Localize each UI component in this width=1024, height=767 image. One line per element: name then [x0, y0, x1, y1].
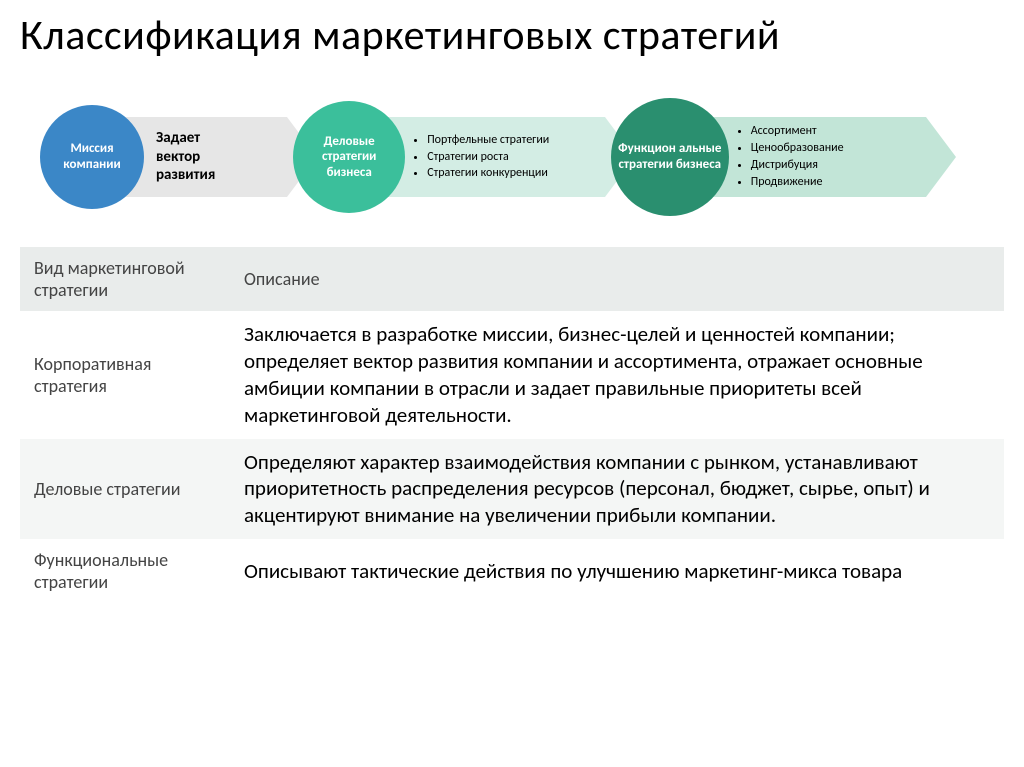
flow-circle-2: Функцион альные стратегии бизнеса: [611, 98, 729, 216]
strategy-desc: Определяют характер взаимодействия компа…: [230, 439, 1004, 540]
flow-diagram: ЗадаетвекторразвитияМиссия компании Портф…: [20, 79, 1004, 239]
flow-bullet: Ассортимент: [751, 123, 844, 140]
flow-bullet: Портфельные стратегии: [427, 132, 549, 149]
page-title: Классификация маркетинговых стратегий: [20, 10, 1004, 61]
strategy-desc: Заключается в разработке миссии, бизнес-…: [230, 311, 1004, 439]
flow-arrow-content-1: Портфельные стратегииСтратегии ростаСтра…: [409, 117, 625, 197]
table-row: Корпоративная стратегияЗаключается в раз…: [20, 311, 1004, 439]
flow-bullet: Стратегии роста: [427, 149, 549, 166]
strategy-table: Вид маркетинговой стратегии Описание Кор…: [20, 247, 1004, 603]
flow-circle-0: Миссия компании: [40, 105, 144, 209]
table-row: Деловые стратегииОпределяют характер вза…: [20, 439, 1004, 540]
flow-arrow-content-0: Задаетвекторразвития: [148, 117, 307, 197]
flow-arrow-content-2: АссортиментЦенообразованиеДистрибуцияПро…: [733, 117, 946, 197]
flow-bullet: Продвижение: [751, 174, 844, 191]
flow-bullet: Стратегии конкуренции: [427, 165, 549, 182]
table-row: Функциональные стратегииОписывают тактич…: [20, 539, 1004, 603]
flow-bullet: Дистрибуция: [751, 157, 844, 174]
flow-circle-1: Деловые стратегии бизнеса: [293, 101, 405, 213]
table-header-type: Вид маркетинговой стратегии: [20, 247, 230, 311]
strategy-type: Корпоративная стратегия: [20, 311, 230, 439]
flow-bullet: Ценообразование: [751, 140, 844, 157]
strategy-type: Функциональные стратегии: [20, 539, 230, 603]
strategy-desc: Описывают тактические действия по улучше…: [230, 539, 1004, 603]
table-header-desc: Описание: [230, 247, 1004, 311]
strategy-type: Деловые стратегии: [20, 439, 230, 540]
